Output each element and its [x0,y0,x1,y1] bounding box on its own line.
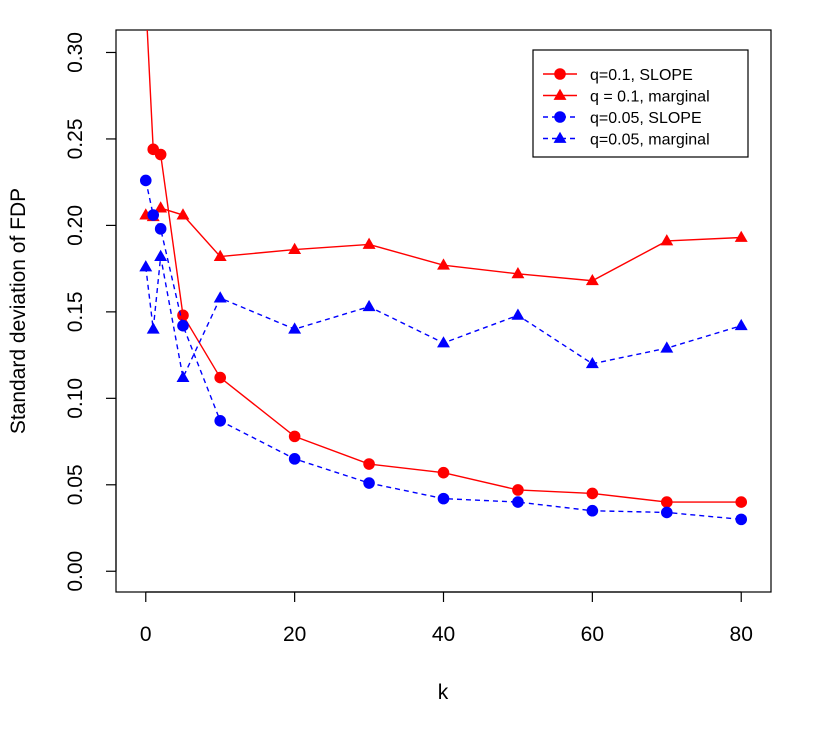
data-point [512,484,524,496]
x-tick-label: 20 [283,623,306,646]
series-1 [139,201,748,286]
y-axis: 0.00 0.05 0.10 0.15 0.20 0.25 0.30 [64,32,117,592]
data-point [146,322,160,334]
legend-marker [553,131,567,143]
data-point [512,496,524,508]
data-point [177,309,189,322]
legend-entry: q=0.05, SLOPE [543,110,702,127]
series-line [145,207,742,282]
data-point [139,260,153,272]
data-point [288,453,301,465]
legend-entry: q=0.1, SLOPE [543,67,693,84]
data-point [362,237,376,249]
legend-label: q = 0.1, marginal [590,89,710,106]
data-point [139,174,152,187]
data-point [154,249,168,261]
data-point [660,506,673,519]
data-point [511,267,525,279]
data-point [288,430,301,443]
y-tick-label: 0.25 [64,119,87,160]
legend-label: q=0.1, SLOPE [590,67,693,84]
legend-entry: q = 0.1, marginal [543,89,710,106]
y-tick-label: 0.15 [64,291,87,332]
data-point [437,336,450,348]
data-point [735,496,748,508]
data-point [735,513,748,526]
legend-label: q=0.05, SLOPE [590,110,702,127]
data-point [660,234,674,246]
series-3 [139,249,748,382]
data-point [363,477,375,489]
x-axis: 0 20 40 60 80 [140,591,753,646]
data-point [362,299,376,312]
data-point [154,223,167,235]
data-point [586,487,599,500]
data-point [437,258,450,270]
y-tick-label: 0.20 [64,205,87,246]
data-point [147,209,160,221]
x-tick-label: 80 [730,623,753,646]
data-point [660,496,673,508]
series-line [145,256,742,380]
y-tick-label: 0.30 [64,32,87,73]
x-tick-label: 40 [432,623,455,646]
x-tick-label: 0 [140,623,152,646]
data-point [586,504,599,517]
x-axis-title: k [438,681,449,704]
data-point [140,0,152,6]
legend: q=0.1, SLOPE q = 0.1, marginal q=0.05, SLO… [532,49,749,158]
series-0 [140,0,748,508]
data-point [177,319,189,332]
data-point [154,201,168,213]
data-point [213,291,227,303]
legend-marker [553,88,567,100]
x-tick-label: 60 [581,623,604,646]
data-point [214,371,227,384]
legend-box [532,49,749,158]
data-point [660,341,674,353]
data-point [511,308,525,320]
data-point [214,415,227,427]
series-layer [139,0,748,526]
data-point [734,318,748,331]
data-point [176,370,190,382]
y-tick-label: 0.05 [64,464,87,505]
legend-label: q=0.05, marginal [590,132,710,149]
data-point [288,322,302,334]
data-point [176,208,190,220]
legend-marker [554,68,566,80]
series-2 [139,174,748,526]
data-point [363,458,375,470]
legend-marker [554,111,566,123]
y-tick-label: 0.10 [64,378,87,419]
y-tick-label: 0.00 [64,551,87,592]
data-point [213,249,227,261]
data-point [734,230,748,242]
data-point [154,148,167,161]
data-point [288,242,302,255]
legend-entry: q=0.05, marginal [543,132,710,149]
data-point [437,492,450,505]
y-axis-title: Standard deviation of FDP [7,188,30,434]
data-point [585,273,599,286]
data-point [437,466,450,479]
data-point [585,356,599,369]
